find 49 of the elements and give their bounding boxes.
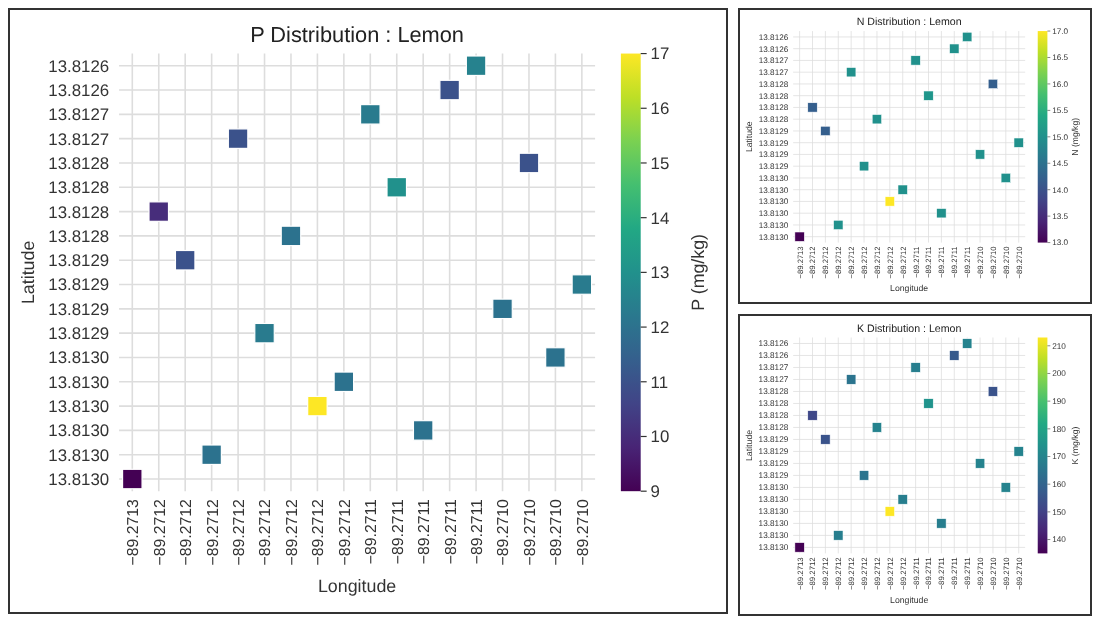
x-tick-label: −89.2713 — [124, 497, 143, 566]
y-tick-label: 13.8130 — [48, 468, 110, 489]
y-tick-label: 13.8130 — [48, 420, 110, 441]
y-axis-title: Latitude — [17, 240, 38, 305]
y-tick-label: 13.8130 — [48, 444, 110, 465]
x-tick-label: −89.2711 — [415, 497, 434, 565]
x-tick-label: −89.2712 — [177, 499, 196, 566]
color-bar-label: 11 — [650, 371, 669, 392]
y-tick-label: 13.8128 — [48, 201, 110, 222]
x-tick-label: −89.2712 — [309, 499, 328, 566]
y-tick-label: 13.8128 — [48, 225, 110, 246]
y-tick-label: 13.8129 — [48, 298, 110, 319]
x-tick-label: −89.2710 — [494, 497, 513, 566]
x-tick-label: −89.2710 — [547, 497, 566, 566]
y-tick-label: 13.8129 — [48, 274, 110, 295]
x-tick-label: −89.2712 — [282, 499, 301, 566]
y-tick-label: 13.8126 — [48, 79, 110, 100]
y-tick-label: 13.8128 — [48, 152, 110, 173]
y-tick-label: 13.8130 — [48, 371, 110, 392]
color-bar-label: 16 — [650, 98, 670, 119]
x-tick-label: −89.2712 — [203, 499, 222, 566]
x-tick-label: −89.2711 — [441, 497, 460, 565]
color-bar-label: 15 — [650, 152, 670, 173]
y-tick-label: 13.8127 — [48, 128, 110, 149]
y-tick-label: 13.8130 — [48, 347, 110, 368]
color-bar-label: 13 — [650, 262, 670, 283]
x-axis-title: Longitude — [317, 576, 397, 597]
x-tick-label: −89.2711 — [388, 497, 407, 565]
y-tick-label: 13.8129 — [48, 250, 110, 271]
color-bar-label: 17 — [650, 43, 670, 64]
y-tick-label: 13.8126 — [48, 55, 110, 76]
x-tick-label: −89.2710 — [520, 497, 539, 566]
y-tick-label: 13.8128 — [48, 177, 110, 198]
color-bar-title: P (mg/kg) — [688, 233, 709, 311]
x-tick-label: −89.2712 — [256, 499, 275, 566]
y-tick-label: 13.8127 — [48, 104, 110, 125]
x-tick-label: −89.2712 — [230, 499, 249, 566]
color-bar-label: 14 — [650, 207, 670, 228]
x-tick-label: −89.2712 — [150, 499, 169, 566]
color-bar-label: 12 — [650, 317, 670, 338]
x-tick-label: −89.2710 — [573, 497, 592, 566]
color-bar-label: 9 — [650, 481, 661, 502]
y-tick-label: 13.8129 — [48, 323, 110, 344]
x-tick-label: −89.2712 — [335, 499, 354, 566]
x-tick-label: −89.2711 — [468, 497, 487, 565]
color-bar-label: 10 — [650, 426, 670, 447]
x-tick-label: −89.2711 — [362, 497, 381, 565]
y-tick-label: 13.8130 — [48, 396, 110, 417]
chart-title: P Distribution : Lemon — [250, 23, 464, 48]
